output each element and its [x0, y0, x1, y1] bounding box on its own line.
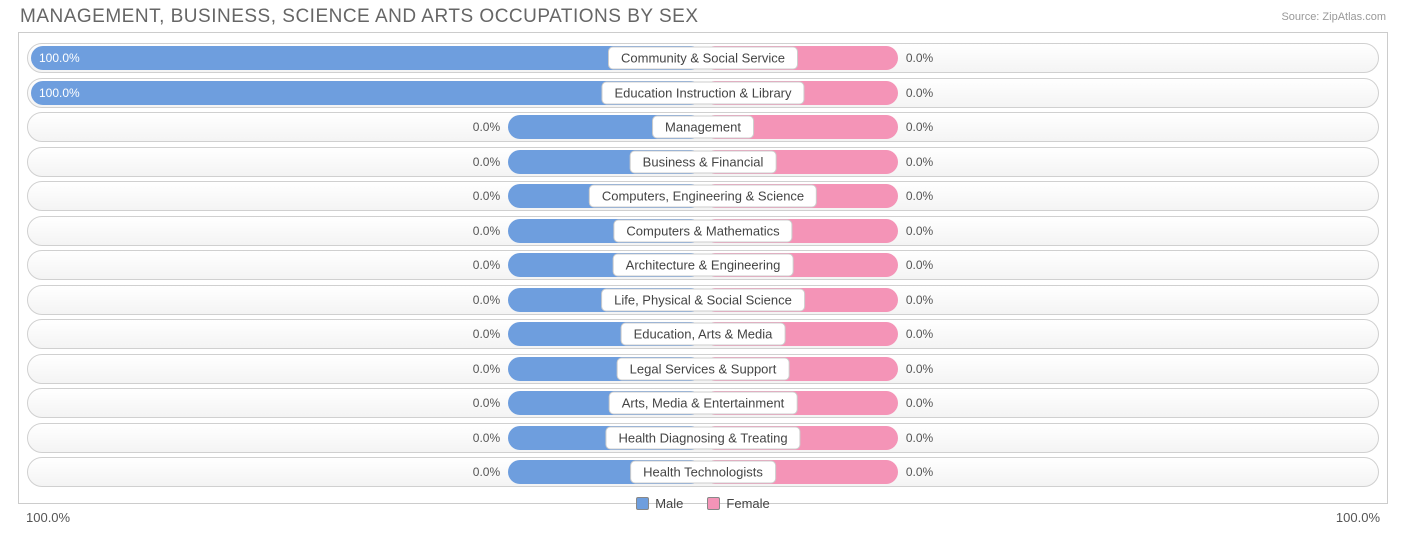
table-row: 100.0% 0.0% Community & Social Service — [27, 43, 1379, 73]
table-row: 0.0% 0.0% Management — [27, 112, 1379, 142]
female-value: 0.0% — [906, 120, 933, 134]
male-bar: 100.0% — [31, 46, 703, 70]
female-value: 0.0% — [906, 189, 933, 203]
female-value: 0.0% — [906, 327, 933, 341]
female-value: 0.0% — [906, 431, 933, 445]
table-row: 0.0% 0.0% Health Technologists — [27, 457, 1379, 487]
category-label: Health Diagnosing & Treating — [605, 426, 800, 449]
rows-container: 100.0%0.0%Community & Social Service100.… — [27, 43, 1379, 487]
male-value: 0.0% — [473, 224, 500, 238]
female-value: 0.0% — [906, 362, 933, 376]
table-row: 100.0% 0.0% Education Instruction & Librar… — [27, 78, 1379, 108]
legend-female-label: Female — [726, 496, 769, 511]
male-value: 0.0% — [473, 431, 500, 445]
male-value: 100.0% — [39, 51, 80, 65]
axis-right: 100.0% — [1336, 510, 1380, 525]
category-label: Management — [652, 116, 754, 139]
category-label: Education, Arts & Media — [621, 323, 786, 346]
chart-header: MANAGEMENT, BUSINESS, SCIENCE AND ARTS O… — [0, 0, 1406, 32]
male-value: 0.0% — [473, 362, 500, 376]
category-label: Community & Social Service — [608, 47, 798, 70]
male-swatch-icon — [636, 497, 649, 510]
male-value: 0.0% — [473, 327, 500, 341]
table-row: 0.0% 0.0% Architecture & Engineering — [27, 250, 1379, 280]
table-row: 0.0% 0.0% Health Diagnosing & Treating — [27, 423, 1379, 453]
chart-area: 100.0%0.0%Community & Social Service100.… — [18, 32, 1388, 504]
category-label: Business & Financial — [630, 150, 777, 173]
legend-female: Female — [707, 496, 769, 511]
table-row: 0.0% 0.0% Business & Financial — [27, 147, 1379, 177]
category-label: Computers & Mathematics — [613, 219, 792, 242]
axis-labels: 100.0% 100.0% — [0, 504, 1406, 525]
female-value: 0.0% — [906, 51, 933, 65]
chart-title: MANAGEMENT, BUSINESS, SCIENCE AND ARTS O… — [20, 6, 699, 28]
female-value: 0.0% — [906, 258, 933, 272]
chart-source: Source: ZipAtlas.com — [1281, 11, 1386, 23]
female-value: 0.0% — [906, 155, 933, 169]
category-label: Arts, Media & Entertainment — [609, 392, 798, 415]
legend-male: Male — [636, 496, 683, 511]
male-value: 0.0% — [473, 293, 500, 307]
male-value: 0.0% — [473, 155, 500, 169]
table-row: 0.0% 0.0% Education, Arts & Media — [27, 319, 1379, 349]
category-label: Legal Services & Support — [617, 357, 790, 380]
female-value: 0.0% — [906, 396, 933, 410]
female-value: 0.0% — [906, 465, 933, 479]
category-label: Education Instruction & Library — [601, 81, 804, 104]
female-swatch-icon — [707, 497, 720, 510]
category-label: Life, Physical & Social Science — [601, 288, 805, 311]
male-value: 0.0% — [473, 465, 500, 479]
axis-left: 100.0% — [26, 510, 70, 525]
table-row: 0.0% 0.0% Life, Physical & Social Science — [27, 285, 1379, 315]
male-value: 100.0% — [39, 86, 80, 100]
female-value: 0.0% — [906, 224, 933, 238]
table-row: 0.0% 0.0% Computers & Mathematics — [27, 216, 1379, 246]
female-value: 0.0% — [906, 86, 933, 100]
male-value: 0.0% — [473, 120, 500, 134]
category-label: Health Technologists — [630, 461, 776, 484]
legend-male-label: Male — [655, 496, 683, 511]
table-row: 0.0% 0.0% Arts, Media & Entertainment — [27, 388, 1379, 418]
category-label: Architecture & Engineering — [613, 254, 794, 277]
female-value: 0.0% — [906, 293, 933, 307]
category-label: Computers, Engineering & Science — [589, 185, 817, 208]
male-value: 0.0% — [473, 396, 500, 410]
male-value: 0.0% — [473, 189, 500, 203]
male-value: 0.0% — [473, 258, 500, 272]
table-row: 0.0% 0.0% Computers, Engineering & Science — [27, 181, 1379, 211]
table-row: 0.0% 0.0% Legal Services & Support — [27, 354, 1379, 384]
